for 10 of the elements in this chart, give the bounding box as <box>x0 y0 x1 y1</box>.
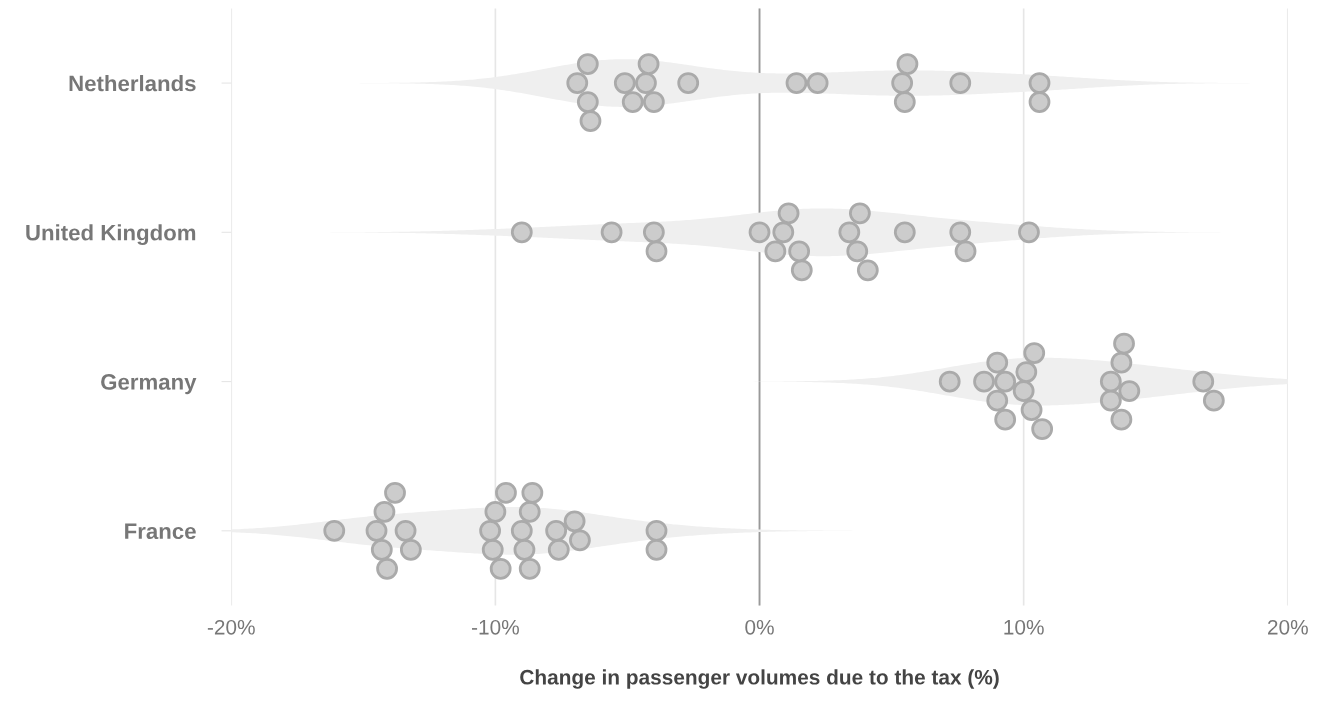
x-axis-title: Change in passenger volumes due to the tax (%) <box>520 669 999 689</box>
x-tick-label: 20% <box>1268 619 1308 635</box>
y-tick-label: Netherlands <box>69 75 196 92</box>
x-tick-label: 0% <box>745 619 774 635</box>
x-tick-label: 10% <box>1004 619 1044 635</box>
y-tick-label: Germany <box>101 374 197 395</box>
x-tick-label: -20% <box>207 619 255 635</box>
x-tick-label: -10% <box>471 619 519 635</box>
y-tick-label: United Kingdom <box>26 224 196 246</box>
y-tick-label: France <box>125 523 196 540</box>
